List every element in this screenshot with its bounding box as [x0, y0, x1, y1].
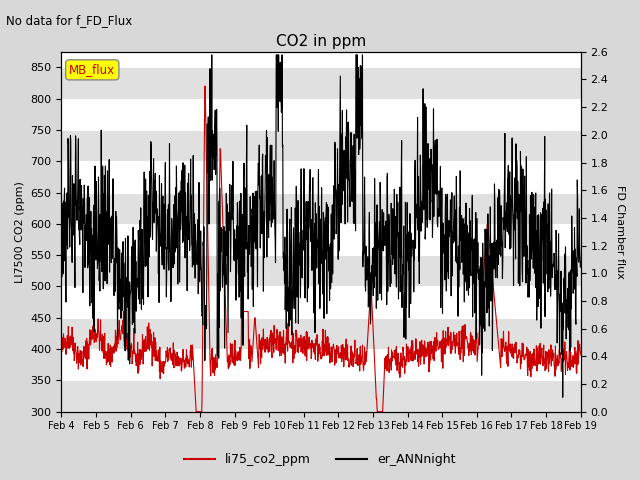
Text: No data for f_FD_Flux: No data for f_FD_Flux	[6, 14, 132, 27]
Legend: li75_co2_ppm, er_ANNnight: li75_co2_ppm, er_ANNnight	[179, 448, 461, 471]
Bar	[61, 130, 580, 161]
Text: MB_flux: MB_flux	[69, 63, 115, 76]
Y-axis label: FD Chamber flux: FD Chamber flux	[615, 185, 625, 279]
Y-axis label: LI7500 CO2 (ppm): LI7500 CO2 (ppm)	[15, 181, 25, 283]
Bar	[61, 318, 580, 349]
Bar	[61, 192, 580, 224]
Bar	[61, 67, 580, 99]
Bar	[61, 255, 580, 287]
Bar	[61, 380, 580, 412]
Title: CO2 in ppm: CO2 in ppm	[276, 34, 366, 49]
